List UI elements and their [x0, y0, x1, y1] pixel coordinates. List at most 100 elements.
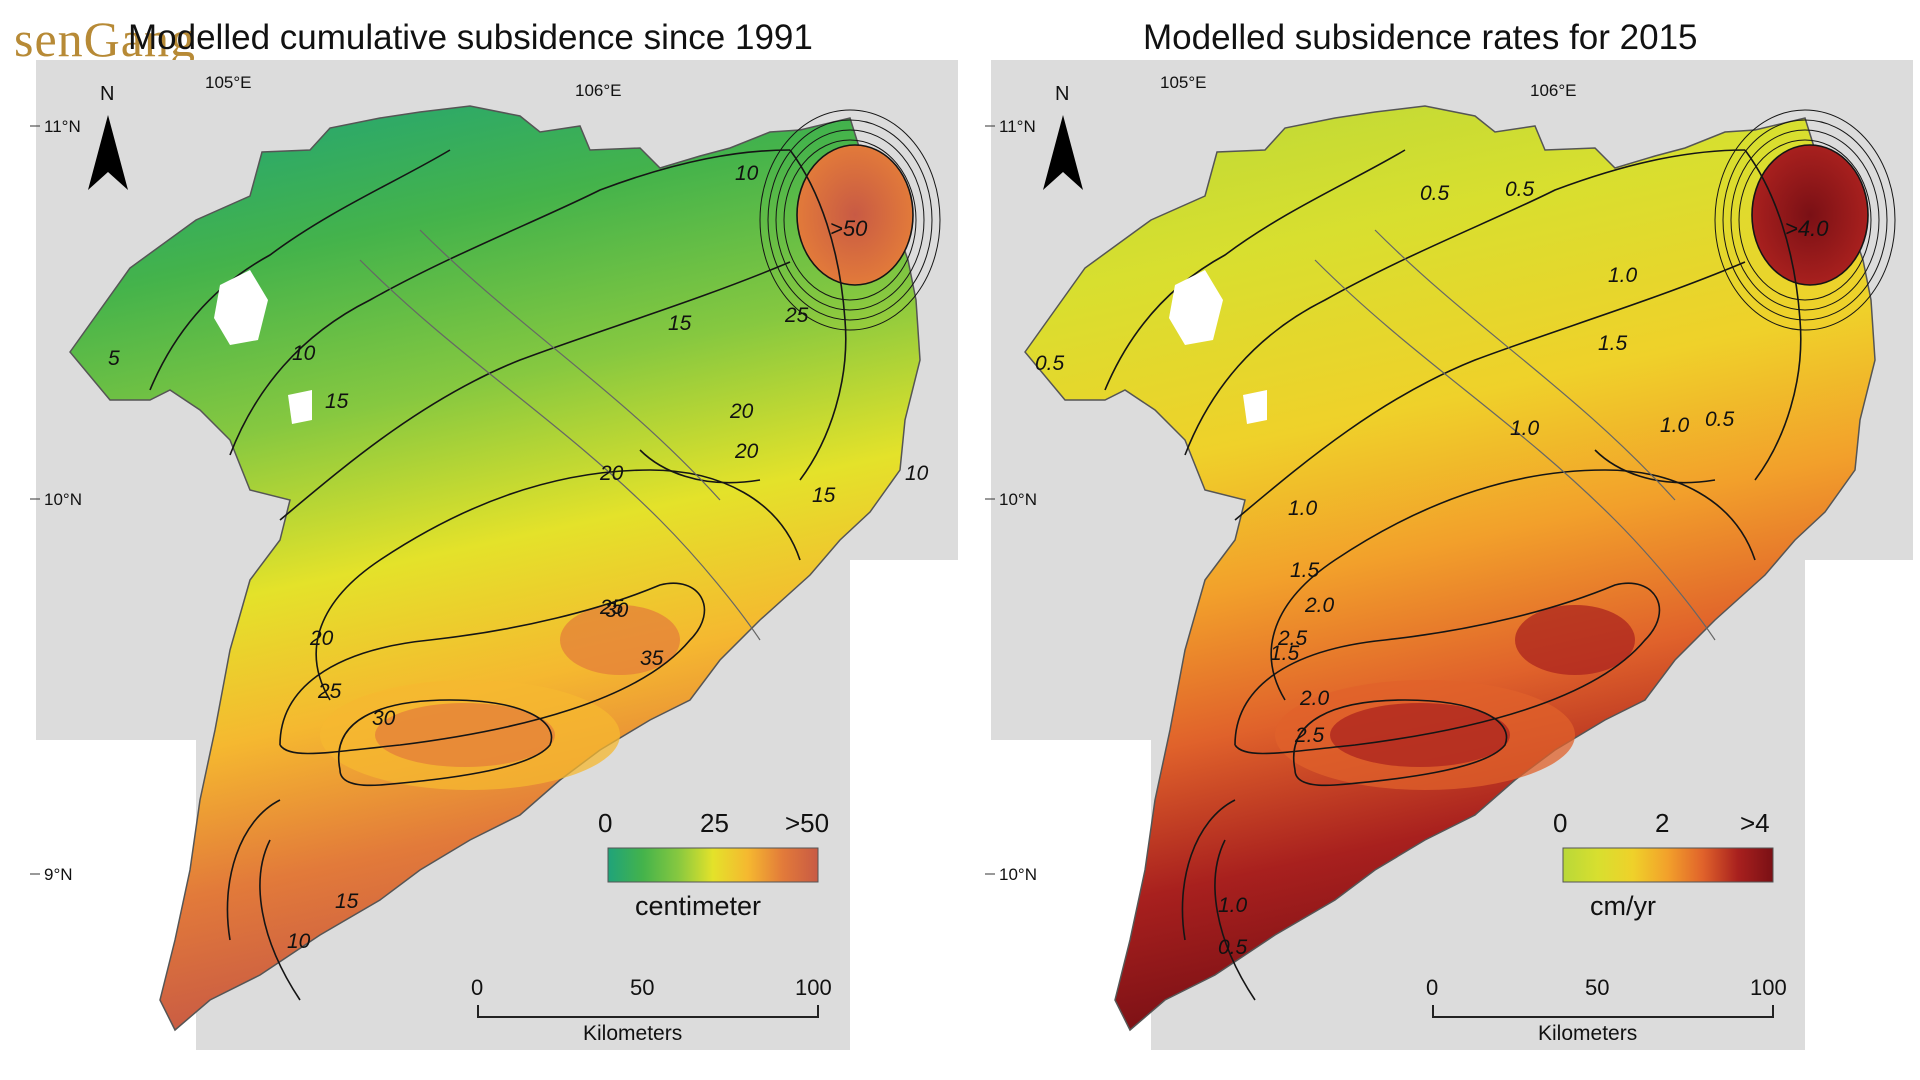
- contour-label: 10: [735, 162, 759, 185]
- delta-land: [1024, 105, 1876, 1032]
- contour-label: 25: [599, 596, 624, 619]
- contour-label: 10: [292, 342, 316, 365]
- contour-label: 15: [335, 890, 359, 913]
- contour-label: 2.0: [1304, 594, 1335, 617]
- watermark-logo: senGang: [14, 11, 196, 67]
- contour-line: [149, 149, 451, 391]
- legend-tick: 0: [598, 808, 612, 838]
- scale-tick: 50: [1585, 975, 1609, 1000]
- contour-line: [1744, 149, 1802, 481]
- contour-line: [1234, 582, 1661, 755]
- no-data-patch: [214, 270, 268, 345]
- contour-label: 2.5: [1294, 724, 1325, 747]
- contour-label: 10: [905, 462, 929, 485]
- scale-bar: [1432, 1005, 1774, 1018]
- contour-label: 30: [605, 599, 629, 622]
- legend-tick: 25: [700, 808, 729, 838]
- hotspot-contour: [775, 129, 925, 311]
- hotspot-label: >4.0: [1785, 216, 1829, 241]
- legend-unit: centimeter: [635, 891, 761, 921]
- contour-label: 1.0: [1608, 264, 1638, 287]
- latitude-label: 10°N: [999, 865, 1037, 884]
- map-panel-cumulative: N 105°E 106°E 11°N 10°N 9°N >50 10 5 15 10 15 25 20 20…: [30, 60, 958, 1050]
- contour-label: 15: [812, 484, 836, 507]
- contour-label: 0.5: [1705, 408, 1735, 431]
- legend-unit: cm/yr: [1590, 891, 1656, 921]
- latitude-label: 10°N: [44, 490, 82, 509]
- latitude-label: 9°N: [44, 865, 73, 884]
- contour-line: [1594, 449, 1716, 484]
- contour-line: [1292, 699, 1508, 787]
- contour-label: 25: [784, 304, 809, 327]
- contour-line: [1104, 149, 1406, 391]
- map-panel-rates: N 105°E 106°E 11°N 10°N 10°N >4.0 0.5 0.5 0.5 1.0 1…: [985, 60, 1913, 1050]
- contour-line: [789, 149, 847, 481]
- sea-area: [1805, 560, 1913, 1050]
- contour-label: 15: [325, 390, 349, 413]
- river-channel: [1314, 259, 1716, 641]
- scale-tick: 50: [630, 975, 654, 1000]
- contour-label: 2.5: [1277, 627, 1308, 650]
- contour-label: 0.5: [1505, 178, 1535, 201]
- hotspot: [1751, 144, 1869, 286]
- contour-line: [1214, 839, 1256, 1001]
- no-data-patch: [1169, 270, 1223, 345]
- contour-label: 35: [640, 647, 664, 670]
- north-arrow-icon: [1043, 115, 1083, 190]
- contour-label: 1.5: [1598, 332, 1628, 355]
- contour-label: 5: [108, 347, 120, 370]
- contour-label: 1.0: [1660, 414, 1690, 437]
- contour-label: 30: [372, 707, 396, 730]
- north-label: N: [1055, 83, 1069, 105]
- contour-label: 20: [309, 627, 334, 650]
- contour-line: [1181, 799, 1236, 941]
- legend-tick: >50: [785, 808, 829, 838]
- contour-label: 1.0: [1218, 894, 1248, 917]
- contour-line: [337, 699, 553, 787]
- north-label: N: [100, 83, 114, 105]
- hotspot-contour: [783, 139, 917, 301]
- longitude-label: 105°E: [1160, 73, 1207, 92]
- contour-line: [226, 799, 281, 941]
- hotspot-contour: [767, 119, 933, 321]
- contour-line: [1234, 261, 1746, 521]
- scale-bar: [477, 1005, 819, 1018]
- contour-line: [1184, 149, 1746, 456]
- hotspot-label: >50: [830, 216, 868, 241]
- legend-tick: 2: [1655, 808, 1669, 838]
- latitude-label: 10°N: [999, 490, 1037, 509]
- north-arrow-icon: [88, 115, 128, 190]
- scale-tick: 0: [1426, 975, 1438, 1000]
- contour-label: 1.5: [1290, 559, 1320, 582]
- legend-colorbar: [1562, 847, 1774, 883]
- contour-line: [229, 149, 791, 456]
- contour-label: 15: [668, 312, 692, 335]
- hotspot-contour: [759, 109, 941, 331]
- contour-label: 20: [599, 462, 624, 485]
- scale-tick: 100: [795, 975, 832, 1000]
- longitude-label: 105°E: [205, 73, 252, 92]
- latitude-label: 11°N: [999, 117, 1036, 136]
- legend-tick: 0: [1553, 808, 1567, 838]
- scale-unit: Kilometers: [1538, 1022, 1637, 1045]
- contour-line: [259, 839, 301, 1001]
- latitude-label: 11°N: [44, 117, 81, 136]
- contour-label: 20: [734, 440, 759, 463]
- contour-label: 10: [287, 930, 311, 953]
- subsidence-bowl-east: [1515, 605, 1635, 675]
- contour-line: [639, 449, 761, 484]
- contour-label: 0.5: [1218, 936, 1248, 959]
- contour-label: 0.5: [1420, 182, 1450, 205]
- hotspot-contour: [1722, 119, 1888, 321]
- longitude-label: 106°E: [1530, 81, 1577, 100]
- river-channel: [1374, 229, 1676, 501]
- contour-label: 1.5: [1270, 642, 1300, 665]
- no-data-patch: [1243, 390, 1267, 424]
- longitude-label: 106°E: [575, 81, 622, 100]
- map-title-rates: Modelled subsidence rates for 2015: [1143, 18, 1698, 57]
- river-channel: [359, 259, 761, 641]
- hotspot-contour: [1730, 129, 1880, 311]
- hotspot-contour: [1714, 109, 1896, 331]
- contour-label: 25: [317, 680, 342, 703]
